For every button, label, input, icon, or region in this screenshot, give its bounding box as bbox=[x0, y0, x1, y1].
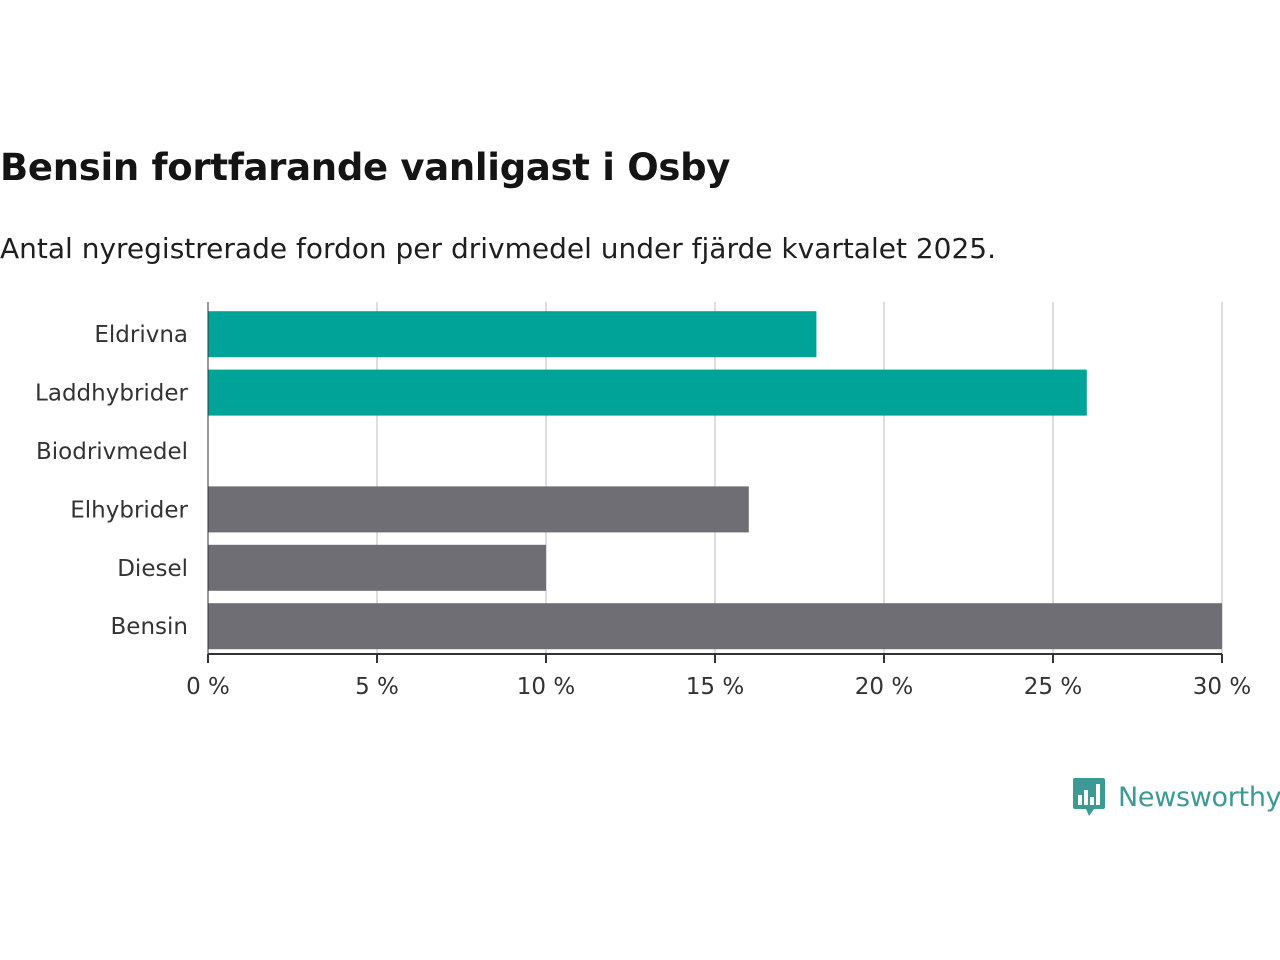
newsworthy-logo[interactable]: Newsworthy bbox=[1072, 776, 1280, 818]
x-tick-label: 25 % bbox=[1024, 674, 1082, 700]
label-layer: Eldrivna Laddhybrider Biodrivmedel Elhybrid… bbox=[35, 322, 1251, 700]
x-tick-label: 0 % bbox=[186, 674, 230, 700]
category-label: Eldrivna bbox=[94, 322, 188, 348]
x-tick-label: 20 % bbox=[855, 674, 913, 700]
chart-subtitle: Antal nyregistrerade fordon per drivmede… bbox=[0, 232, 997, 265]
category-label: Elhybrider bbox=[70, 497, 188, 523]
axis-layer bbox=[207, 302, 1223, 663]
bar-diesel[interactable] bbox=[208, 544, 546, 591]
logo-text: Newsworthy bbox=[1118, 781, 1280, 813]
category-label: Diesel bbox=[117, 556, 188, 582]
x-tick-label: 10 % bbox=[517, 674, 575, 700]
bar-elhybrider[interactable] bbox=[208, 486, 749, 533]
grid-layer bbox=[376, 302, 1223, 654]
bar-laddhybrider[interactable] bbox=[208, 369, 1087, 416]
category-label: Biodrivmedel bbox=[36, 439, 188, 465]
newsworthy-chart-icon bbox=[1073, 778, 1105, 816]
category-label: Laddhybrider bbox=[35, 381, 188, 407]
category-label: Bensin bbox=[111, 614, 188, 640]
x-tick-label: 30 % bbox=[1193, 674, 1251, 700]
bar-layer bbox=[208, 311, 1222, 650]
bar-eldrivna[interactable] bbox=[208, 311, 817, 358]
chart-title: Bensin fortfarande vanligast i Osby bbox=[0, 146, 731, 189]
bar-bensin[interactable] bbox=[208, 603, 1222, 650]
x-tick-label: 5 % bbox=[355, 674, 399, 700]
x-tick-label: 15 % bbox=[686, 674, 744, 700]
